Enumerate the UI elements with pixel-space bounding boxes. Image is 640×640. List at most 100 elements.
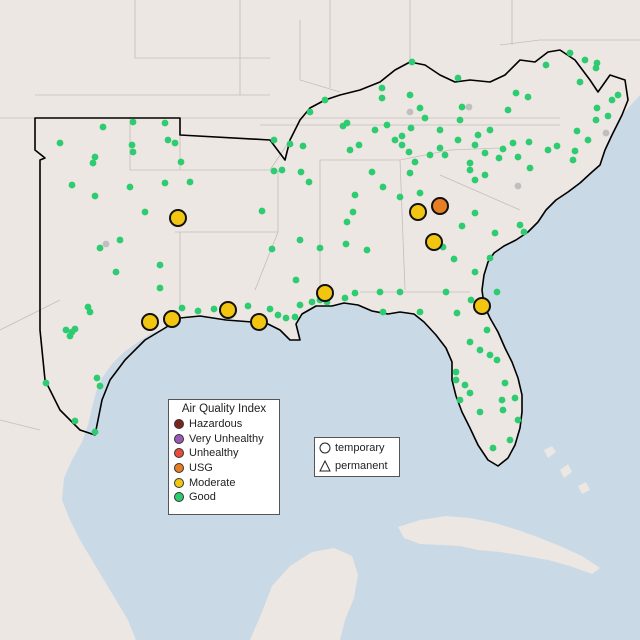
good-monitor-marker[interactable] [493, 356, 501, 364]
good-monitor-marker[interactable] [486, 126, 494, 134]
good-monitor-marker[interactable] [486, 351, 494, 359]
good-monitor-marker[interactable] [489, 444, 497, 452]
good-monitor-marker[interactable] [351, 191, 359, 199]
good-monitor-marker[interactable] [93, 374, 101, 382]
good-monitor-marker[interactable] [511, 394, 519, 402]
good-monitor-marker[interactable] [351, 289, 359, 297]
usg-monitor-marker[interactable] [431, 197, 449, 215]
good-monitor-marker[interactable] [466, 338, 474, 346]
good-monitor-marker[interactable] [342, 240, 350, 248]
good-monitor-marker[interactable] [91, 153, 99, 161]
good-monitor-marker[interactable] [436, 144, 444, 152]
good-monitor-marker[interactable] [406, 91, 414, 99]
good-monitor-marker[interactable] [458, 222, 466, 230]
good-monitor-marker[interactable] [450, 255, 458, 263]
good-monitor-marker[interactable] [346, 146, 354, 154]
good-monitor-marker[interactable] [164, 136, 172, 144]
good-monitor-marker[interactable] [421, 114, 429, 122]
good-monitor-marker[interactable] [553, 142, 561, 150]
good-monitor-marker[interactable] [306, 108, 314, 116]
good-monitor-marker[interactable] [501, 379, 509, 387]
good-monitor-marker[interactable] [244, 302, 252, 310]
good-monitor-marker[interactable] [493, 288, 501, 296]
no-data-monitor-marker[interactable] [465, 103, 473, 111]
good-monitor-marker[interactable] [96, 382, 104, 390]
good-monitor-marker[interactable] [42, 379, 50, 387]
good-monitor-marker[interactable] [512, 89, 520, 97]
good-monitor-marker[interactable] [299, 142, 307, 150]
good-monitor-marker[interactable] [406, 169, 414, 177]
good-monitor-marker[interactable] [571, 147, 579, 155]
good-monitor-marker[interactable] [270, 136, 278, 144]
good-monitor-marker[interactable] [471, 141, 479, 149]
good-monitor-marker[interactable] [378, 94, 386, 102]
good-monitor-marker[interactable] [520, 228, 528, 236]
good-monitor-marker[interactable] [486, 254, 494, 262]
good-monitor-marker[interactable] [268, 245, 276, 253]
good-monitor-marker[interactable] [454, 136, 462, 144]
good-monitor-marker[interactable] [349, 208, 357, 216]
good-monitor-marker[interactable] [499, 145, 507, 153]
good-monitor-marker[interactable] [286, 140, 294, 148]
good-monitor-marker[interactable] [456, 116, 464, 124]
moderate-monitor-marker[interactable] [316, 284, 334, 302]
no-data-monitor-marker[interactable] [514, 182, 522, 190]
good-monitor-marker[interactable] [56, 139, 64, 147]
good-monitor-marker[interactable] [71, 325, 79, 333]
good-monitor-marker[interactable] [383, 121, 391, 129]
good-monitor-marker[interactable] [296, 301, 304, 309]
good-monitor-marker[interactable] [398, 132, 406, 140]
good-monitor-marker[interactable] [471, 209, 479, 217]
good-monitor-marker[interactable] [343, 119, 351, 127]
good-monitor-marker[interactable] [452, 368, 460, 376]
moderate-monitor-marker[interactable] [250, 313, 268, 331]
good-monitor-marker[interactable] [416, 189, 424, 197]
good-monitor-marker[interactable] [91, 192, 99, 200]
good-monitor-marker[interactable] [542, 61, 550, 69]
good-monitor-marker[interactable] [458, 103, 466, 111]
no-data-monitor-marker[interactable] [602, 129, 610, 137]
moderate-monitor-marker[interactable] [169, 209, 187, 227]
good-monitor-marker[interactable] [116, 236, 124, 244]
good-monitor-marker[interactable] [171, 139, 179, 147]
good-monitor-marker[interactable] [305, 178, 313, 186]
good-monitor-marker[interactable] [378, 84, 386, 92]
good-monitor-marker[interactable] [161, 179, 169, 187]
good-monitor-marker[interactable] [471, 268, 479, 276]
good-monitor-marker[interactable] [355, 141, 363, 149]
good-monitor-marker[interactable] [426, 151, 434, 159]
good-monitor-marker[interactable] [379, 308, 387, 316]
good-monitor-marker[interactable] [476, 346, 484, 354]
good-monitor-marker[interactable] [66, 332, 74, 340]
good-monitor-marker[interactable] [278, 166, 286, 174]
good-monitor-marker[interactable] [210, 305, 218, 313]
good-monitor-marker[interactable] [316, 244, 324, 252]
good-monitor-marker[interactable] [343, 218, 351, 226]
good-monitor-marker[interactable] [371, 126, 379, 134]
good-monitor-marker[interactable] [71, 417, 79, 425]
no-data-monitor-marker[interactable] [102, 240, 110, 248]
good-monitor-marker[interactable] [68, 181, 76, 189]
moderate-monitor-marker[interactable] [141, 313, 159, 331]
good-monitor-marker[interactable] [411, 158, 419, 166]
good-monitor-marker[interactable] [506, 436, 514, 444]
good-monitor-marker[interactable] [292, 276, 300, 284]
good-monitor-marker[interactable] [396, 288, 404, 296]
good-monitor-marker[interactable] [614, 91, 622, 99]
good-monitor-marker[interactable] [499, 406, 507, 414]
good-monitor-marker[interactable] [466, 166, 474, 174]
good-monitor-marker[interactable] [99, 123, 107, 131]
good-monitor-marker[interactable] [456, 396, 464, 404]
good-monitor-marker[interactable] [62, 326, 70, 334]
good-monitor-marker[interactable] [514, 153, 522, 161]
good-monitor-marker[interactable] [416, 308, 424, 316]
moderate-monitor-marker[interactable] [163, 310, 181, 328]
good-monitor-marker[interactable] [544, 146, 552, 154]
good-monitor-marker[interactable] [161, 119, 169, 127]
good-monitor-marker[interactable] [141, 208, 149, 216]
good-monitor-marker[interactable] [593, 104, 601, 112]
good-monitor-marker[interactable] [491, 229, 499, 237]
good-monitor-marker[interactable] [368, 168, 376, 176]
good-monitor-marker[interactable] [525, 138, 533, 146]
good-monitor-marker[interactable] [178, 304, 186, 312]
